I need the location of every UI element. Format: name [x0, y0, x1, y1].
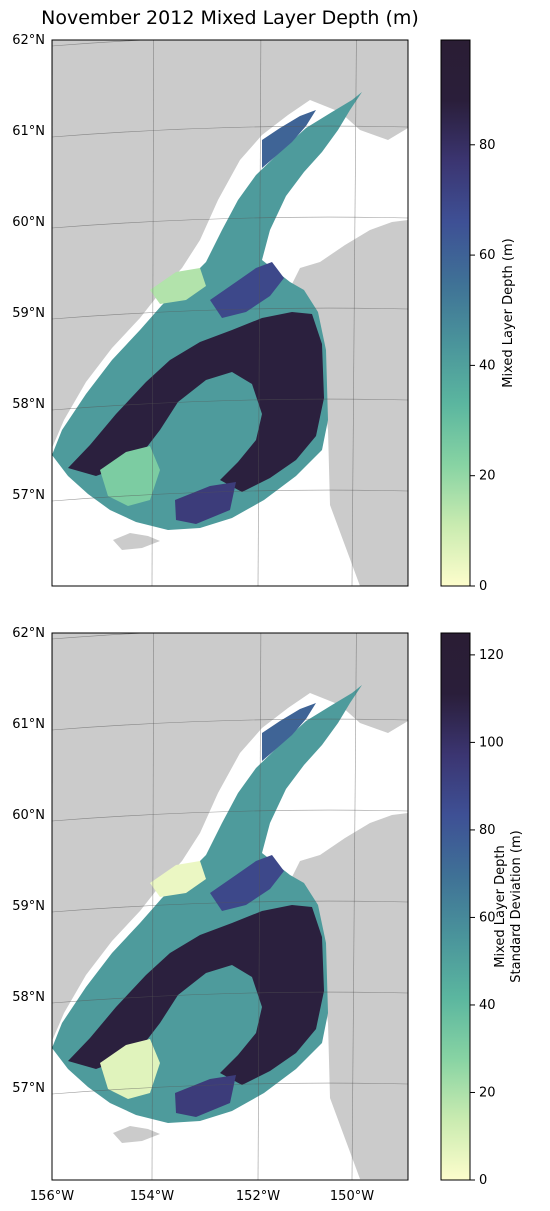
mixed-layer-depth-map	[52, 40, 408, 586]
y-tick-label: 60°N	[12, 808, 45, 823]
graticule-line	[52, 398, 408, 411]
colorbar	[440, 632, 471, 1181]
colorbar-tick-label: 100	[479, 735, 504, 750]
field-region	[68, 905, 324, 1085]
graticule-line	[151, 40, 154, 586]
colorbar-label-line: Mixed Layer Depth (m)	[501, 238, 516, 387]
y-axis-ticks: 62°N 61°N 60°N 59°N 58°N 57°N	[12, 33, 45, 503]
field-region	[175, 482, 236, 524]
field-region	[175, 1075, 236, 1117]
field-region	[100, 1039, 160, 1099]
graticule-line	[151, 633, 154, 1180]
y-tick-label: 61°N	[12, 717, 45, 732]
land-polygon	[113, 533, 160, 550]
graticule-line	[52, 125, 408, 138]
graticule-line	[257, 633, 262, 1180]
y-tick-label: 59°N	[12, 899, 45, 914]
land-polygon	[52, 40, 408, 448]
colorbar-tick-label: 40	[479, 358, 496, 373]
graticule-line	[52, 1082, 408, 1095]
x-tick-label: 150°W	[330, 1189, 374, 1204]
y-tick-label: 58°N	[12, 990, 45, 1005]
land-polygon	[290, 220, 408, 586]
colorbar-tick-label: 0	[479, 1173, 487, 1188]
field-region	[150, 268, 206, 304]
colorbar-label: Mixed Layer Depth Standard Deviation (m)	[493, 830, 524, 982]
mld-std-field	[52, 685, 362, 1123]
x-tick-label: 154°W	[130, 1189, 174, 1204]
axes-frame	[51, 632, 409, 1181]
y-tick-label: 61°N	[12, 124, 45, 139]
axes-frame	[51, 39, 409, 587]
graticule-line	[52, 489, 408, 502]
y-tick-label: 57°N	[12, 1081, 45, 1096]
field-region	[100, 446, 160, 506]
graticule-line	[351, 40, 357, 586]
field-region	[68, 312, 324, 492]
graticule-line	[52, 991, 408, 1004]
mixed-layer-depth-std-map	[52, 633, 408, 1180]
land-polygon	[290, 813, 408, 1179]
colorbar-tick-label: 120	[479, 648, 504, 663]
colorbar-tick-label: 40	[479, 998, 496, 1013]
y-tick-label: 58°N	[12, 397, 45, 412]
colorbar-tick-label: 60	[479, 910, 496, 925]
y-tick-label: 57°N	[12, 488, 45, 503]
graticule-line	[52, 216, 408, 229]
y-axis-ticks: 62°N 61°N 60°N 59°N 58°N 57°N	[12, 626, 45, 1096]
colorbar-tick-label: 60	[479, 248, 496, 263]
graticule-line	[52, 307, 408, 320]
graticule-line	[351, 633, 357, 1180]
field-region	[150, 861, 206, 897]
land-polygon	[52, 633, 408, 1041]
graticule-line	[52, 718, 408, 731]
colorbar-tick-label: 20	[479, 1085, 496, 1100]
colorbar	[440, 39, 471, 587]
y-tick-label: 62°N	[12, 33, 45, 48]
y-tick-label: 62°N	[12, 626, 45, 641]
colorbar-ticks: 0 20 40 60 80	[470, 138, 496, 594]
x-tick-label: 152°W	[236, 1189, 280, 1204]
colorbar-label-line: Mixed Layer Depth	[493, 845, 508, 967]
colorbar-tick-label: 80	[479, 138, 496, 153]
land-polygon	[113, 1126, 160, 1143]
colorbar-label: Mixed Layer Depth (m)	[501, 238, 516, 387]
y-tick-label: 60°N	[12, 215, 45, 230]
x-axis-ticks: 156°W 154°W 152°W 150°W	[30, 1189, 374, 1204]
y-tick-label: 59°N	[12, 306, 45, 321]
field-region	[210, 262, 284, 318]
field-region	[210, 855, 284, 911]
mld-field	[52, 92, 362, 530]
graticule-line	[52, 900, 408, 913]
graticule-line	[257, 40, 262, 586]
colorbar-ticks: 0 20 40 60 80 100 120	[470, 648, 504, 1188]
graticule-line	[52, 809, 408, 822]
field-region	[262, 110, 316, 168]
colorbar-tick-label: 20	[479, 469, 496, 484]
graticule-line	[52, 633, 150, 640]
field-region	[262, 703, 316, 761]
x-tick-label: 156°W	[30, 1189, 74, 1204]
colorbar-tick-label: 80	[479, 823, 496, 838]
colorbar-label-line: Standard Deviation (m)	[509, 830, 524, 982]
chart-title: November 2012 Mixed Layer Depth (m)	[41, 7, 419, 29]
colorbar-tick-label: 0	[479, 579, 487, 594]
graticule-line	[52, 40, 150, 47]
